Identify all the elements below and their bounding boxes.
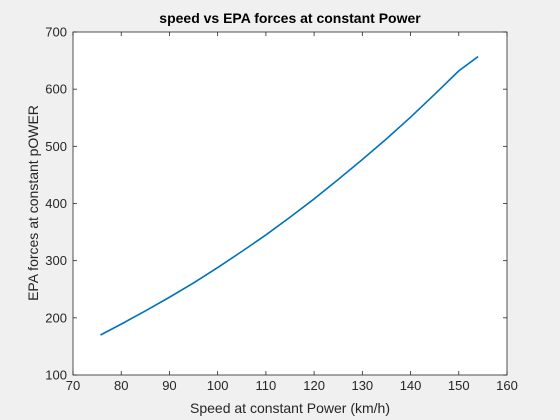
y-tick-label: 600 (45, 82, 67, 97)
x-tick-label: 70 (66, 378, 80, 393)
x-tick-label: 150 (448, 378, 470, 393)
y-axis-label: EPA forces at constant pOWER (25, 105, 41, 301)
y-tick-label: 200 (45, 310, 67, 325)
x-tick-label: 80 (114, 378, 128, 393)
ticks-layer: 70 80 90 100 110 120 130 140 150 160 100 200 300 400 5… (45, 25, 518, 394)
x-tick-label: 130 (351, 378, 373, 393)
y-tick-label: 300 (45, 253, 67, 268)
y-tick-label: 700 (45, 25, 67, 40)
series-layer (100, 55, 479, 336)
x-tick-label: 90 (162, 378, 176, 393)
y-tick-label: 400 (45, 196, 67, 211)
y-tick-label: 500 (45, 139, 67, 154)
x-tick-label: 110 (256, 378, 277, 393)
x-tick-label: 140 (400, 378, 422, 393)
y-tick-label: 100 (45, 368, 67, 383)
x-tick-label: 160 (496, 378, 518, 393)
x-tick-label: 100 (207, 378, 229, 393)
x-axis-label: Speed at constant Power (km/h) (190, 400, 390, 416)
series-line (100, 55, 479, 336)
x-tick-label: 120 (303, 378, 325, 393)
chart-title: speed vs EPA forces at constant Power (159, 10, 421, 26)
plot-area (73, 32, 507, 375)
